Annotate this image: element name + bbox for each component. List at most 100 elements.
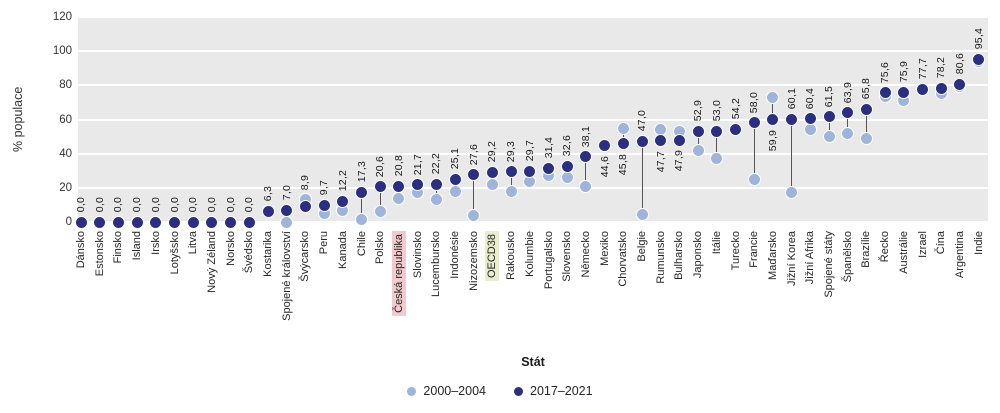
value-label: 47,7: [654, 150, 667, 172]
dot-2017-2021: [373, 180, 387, 194]
value-label: 60,4: [804, 87, 817, 109]
x-axis-label: Bulharsko: [673, 231, 686, 280]
dot-2000-2004: [785, 186, 799, 200]
x-axis-label: Peru: [318, 231, 331, 255]
value-label: 21,7: [411, 153, 424, 175]
y-tick-label: 100: [52, 45, 72, 58]
dot-2017-2021: [972, 52, 986, 66]
dot-2000-2004: [560, 171, 574, 185]
value-label: 47,0: [636, 110, 648, 132]
connector-line: [435, 184, 437, 200]
x-axis-label: Francie: [748, 231, 761, 268]
dot-2017-2021: [672, 133, 686, 147]
connector-line: [585, 156, 587, 187]
y-tick-label: 120: [52, 11, 72, 23]
x-axis-label: Island: [131, 231, 144, 261]
value-label: 31,4: [542, 137, 555, 159]
value-label: 0,0: [75, 196, 87, 212]
value-label: 20,8: [392, 155, 405, 177]
value-label: 0,0: [224, 196, 237, 212]
value-label: 0,0: [168, 196, 181, 212]
connector-line: [622, 128, 624, 144]
x-axis-label: Čína: [935, 231, 948, 255]
dot-2000-2004: [803, 123, 817, 137]
x-axis-label: Švédsko: [243, 231, 256, 274]
value-label: 22,2: [430, 152, 443, 175]
connector-line: [473, 174, 475, 216]
x-axis-label: Indie: [972, 231, 985, 255]
gridline: [78, 16, 988, 18]
dot-2000-2004: [616, 121, 630, 135]
y-tick-label: 80: [59, 79, 72, 92]
value-label: 7,0: [280, 184, 293, 201]
x-axis-label: Španělsko: [841, 231, 854, 283]
dot-2000-2004: [448, 184, 462, 198]
value-label: 80,6: [953, 53, 966, 75]
dot-2017-2021: [841, 106, 855, 120]
x-axis-label: Kolumbie: [523, 231, 536, 277]
x-axis-label: Spojené státy: [823, 231, 835, 298]
x-axis-label: Finsko: [112, 231, 125, 264]
dot-2000-2004: [355, 212, 368, 226]
dot-2017-2021: [579, 150, 593, 164]
x-axis-label: Argentina: [953, 231, 966, 279]
dot-2000-2004: [579, 180, 593, 194]
dot-2017-2021: [523, 164, 537, 178]
legend: 2000–2004 2017–2021: [0, 384, 1000, 398]
x-axis-label: Litva: [187, 231, 200, 255]
dot-2017-2021: [822, 110, 836, 124]
x-axis-label: Německo: [579, 231, 592, 278]
dot-2017-2021: [766, 113, 780, 127]
value-label: 75,6: [879, 61, 892, 83]
dot-2017-2021: [355, 185, 368, 199]
dot-2017-2021: [542, 161, 555, 175]
y-tick-label: 60: [59, 113, 72, 126]
dot-2017-2021: [261, 204, 275, 218]
dot-2017-2021: [747, 116, 761, 130]
y-tick-label: 20: [59, 181, 72, 194]
connector-line: [510, 171, 512, 192]
dot-2000-2004: [859, 131, 873, 145]
gridline: [78, 84, 988, 87]
value-label: 25,1: [449, 147, 461, 170]
dot-2017-2021: [916, 82, 929, 96]
y-tick-label: 0: [65, 216, 72, 228]
x-axis-label: Portugalsko: [542, 231, 555, 290]
dot-2017-2021: [654, 134, 668, 147]
connector-line: [865, 109, 867, 139]
dot-2017-2021: [205, 215, 219, 229]
dot-2017-2021: [448, 172, 462, 186]
x-axis-label: Norsko: [224, 231, 237, 266]
x-axis-label: Švýcarsko: [299, 231, 312, 282]
dot-2017-2021: [485, 165, 499, 179]
legend-item-2017-2021: 2017–2021: [514, 384, 593, 398]
x-axis-label: Japonsko: [692, 231, 705, 279]
x-axis-label: Rakousko: [505, 231, 518, 280]
value-label: 63,9: [841, 81, 854, 103]
dot-2017-2021: [691, 125, 705, 139]
dot-2000-2004: [766, 90, 780, 104]
dot-2000-2004: [747, 172, 761, 186]
dot-2017-2021: [186, 215, 200, 229]
value-label: 0,0: [112, 196, 125, 212]
x-axis-label: Nizozemsko: [467, 231, 480, 291]
gridline: [78, 118, 988, 121]
dot-2017-2021: [803, 112, 817, 126]
connector-line: [772, 97, 774, 120]
x-axis-label: Dánsko: [75, 231, 87, 269]
dot-2017-2021: [168, 215, 181, 229]
dot-2017-2021: [149, 215, 163, 229]
connector-line: [379, 186, 381, 212]
value-label: 77,7: [916, 58, 929, 80]
value-label: 8,9: [299, 174, 312, 190]
value-label: 65,8: [860, 78, 873, 100]
dot-2000-2004: [485, 177, 499, 191]
value-label: 44,6: [598, 155, 611, 178]
dot-2017-2021: [298, 200, 312, 214]
value-label: 32,6: [561, 135, 574, 157]
value-label: 59,9: [766, 129, 779, 151]
x-axis-label: Lotyšsko: [168, 231, 181, 275]
x-axis-title: Stát: [521, 355, 545, 369]
legend-label-2000-2004: 2000–2004: [423, 384, 486, 398]
value-label: 38,1: [579, 125, 592, 147]
